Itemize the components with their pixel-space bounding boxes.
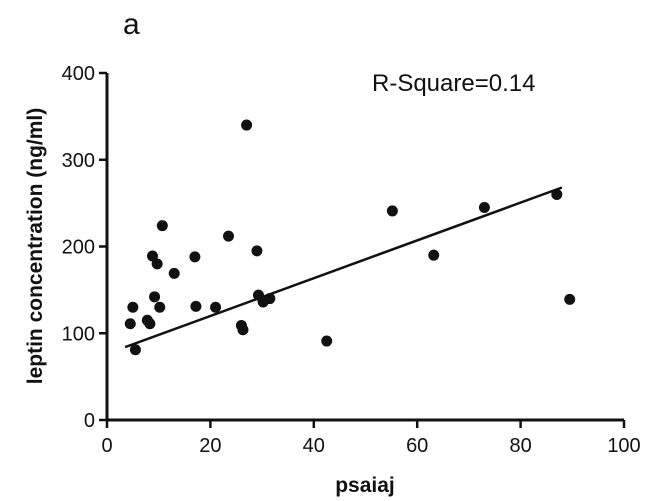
- x-axis-title: psaiaj: [335, 474, 395, 497]
- data-point: [129, 344, 141, 356]
- data-point: [386, 205, 398, 217]
- data-point: [149, 291, 161, 303]
- data-point: [210, 301, 222, 313]
- data-point: [189, 251, 201, 263]
- data-point: [237, 324, 249, 336]
- x-tick-label: 100: [607, 435, 640, 457]
- y-tick-label: 400: [62, 63, 95, 85]
- y-tick-label: 300: [62, 150, 95, 172]
- data-point: [154, 301, 166, 313]
- y-tick-label: 200: [62, 237, 95, 259]
- data-point: [144, 318, 156, 330]
- data-point: [156, 220, 168, 232]
- data-point: [241, 119, 253, 131]
- x-tick-label: 20: [199, 435, 221, 457]
- data-point: [190, 300, 202, 312]
- data-point: [151, 258, 163, 270]
- y-tick-label: 100: [62, 323, 95, 345]
- regression-line: [124, 186, 563, 349]
- data-point: [222, 230, 234, 242]
- x-tick-label: 60: [406, 435, 428, 457]
- data-point: [564, 293, 576, 305]
- data-point: [478, 201, 490, 213]
- data-point: [251, 245, 263, 257]
- data-point: [551, 188, 563, 200]
- data-point: [428, 249, 440, 261]
- y-tick-label: 0: [84, 410, 95, 432]
- x-tick-label: 40: [303, 435, 325, 457]
- r-square-annotation: R-Square=0.14: [372, 70, 535, 97]
- data-point: [127, 301, 139, 313]
- axes: 0 20 40 60 80 100 0 100 200 300 400: [62, 63, 641, 457]
- y-axis-title: leptin concentration (ng/ml): [24, 108, 47, 385]
- data-point: [124, 318, 136, 330]
- data-point: [264, 293, 276, 305]
- data-point: [321, 335, 333, 347]
- data-point: [168, 267, 180, 279]
- panel-label: a: [123, 8, 140, 41]
- x-tick-label: 80: [509, 435, 531, 457]
- x-tick-label: 0: [101, 435, 112, 457]
- regression-line-group: [124, 186, 563, 349]
- data-points: [124, 119, 576, 356]
